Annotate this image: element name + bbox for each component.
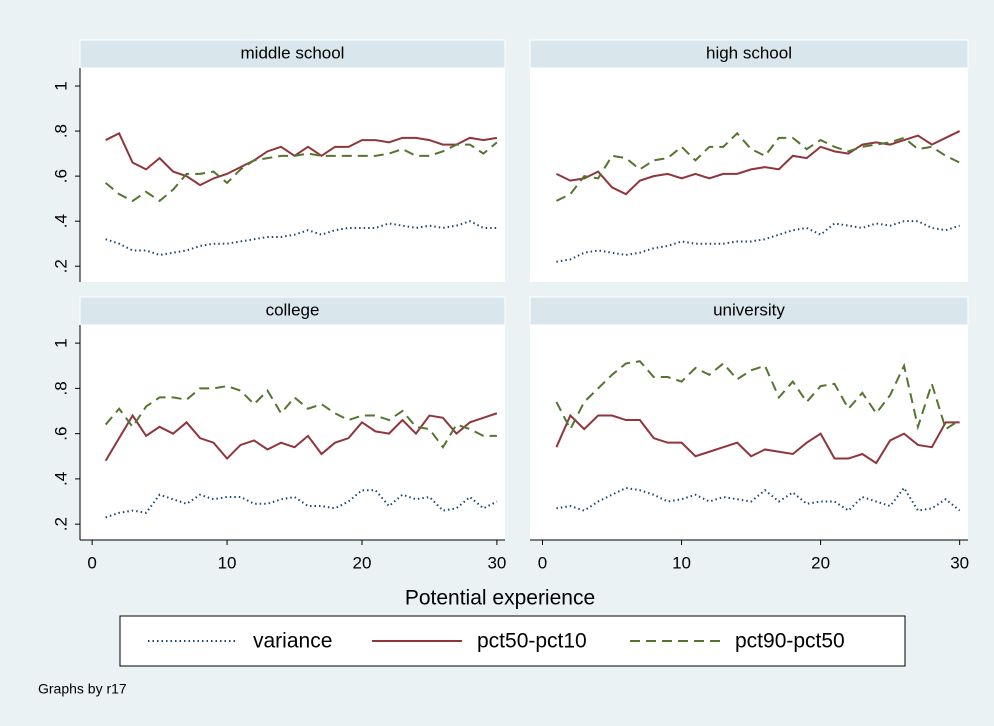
y-tick-label: 1 xyxy=(51,81,70,90)
legend-box xyxy=(119,615,906,667)
x-tick-label: 20 xyxy=(811,553,830,572)
panel-title: university xyxy=(713,300,785,319)
plot-area xyxy=(80,68,505,282)
x-tick-label: 30 xyxy=(487,553,506,572)
y-tick-label: .8 xyxy=(51,124,70,138)
y-tick-label: .8 xyxy=(51,381,70,395)
panel-strip xyxy=(79,296,506,326)
series-line xyxy=(104,385,497,450)
series-line xyxy=(555,131,961,202)
x-tick-label: 10 xyxy=(218,553,237,572)
x-tick-label: 20 xyxy=(353,553,372,572)
series-line xyxy=(555,360,961,432)
y-tick-label: .2 xyxy=(51,259,70,273)
legend-label: pct50-pct10 xyxy=(477,630,587,653)
x-tick-label: 0 xyxy=(87,553,96,572)
panel-strip xyxy=(529,296,969,326)
y-tick-label: .2 xyxy=(51,517,70,531)
legend-label: variance xyxy=(253,630,332,653)
series-line xyxy=(105,220,497,256)
series-line xyxy=(105,489,498,519)
legend-label: pct90-pct50 xyxy=(735,630,845,653)
series-line xyxy=(555,130,961,196)
note: Graphs by r17 xyxy=(38,681,127,697)
y-tick-label: 1 xyxy=(51,338,70,347)
panel-strip xyxy=(79,39,506,69)
y-tick-label: .4 xyxy=(51,472,70,486)
series-line xyxy=(556,486,961,512)
x-tick-label: 30 xyxy=(950,553,969,572)
panel-strip xyxy=(529,39,969,69)
panel-title: middle school xyxy=(241,43,345,62)
plot-area xyxy=(530,68,968,282)
x-tick-label: 0 xyxy=(538,553,547,572)
panel-title: college xyxy=(266,300,320,319)
series-line xyxy=(104,412,498,462)
x-tick-label: 10 xyxy=(672,553,691,572)
plot-area xyxy=(530,325,968,540)
panel-title: high school xyxy=(706,43,792,62)
series-line xyxy=(555,413,960,465)
series-line xyxy=(105,131,498,187)
y-tick-label: .6 xyxy=(51,427,70,441)
x-axis-label: Potential experience xyxy=(405,587,595,610)
series-line xyxy=(104,141,498,203)
y-tick-label: .4 xyxy=(51,214,70,228)
y-tick-label: .6 xyxy=(51,169,70,183)
